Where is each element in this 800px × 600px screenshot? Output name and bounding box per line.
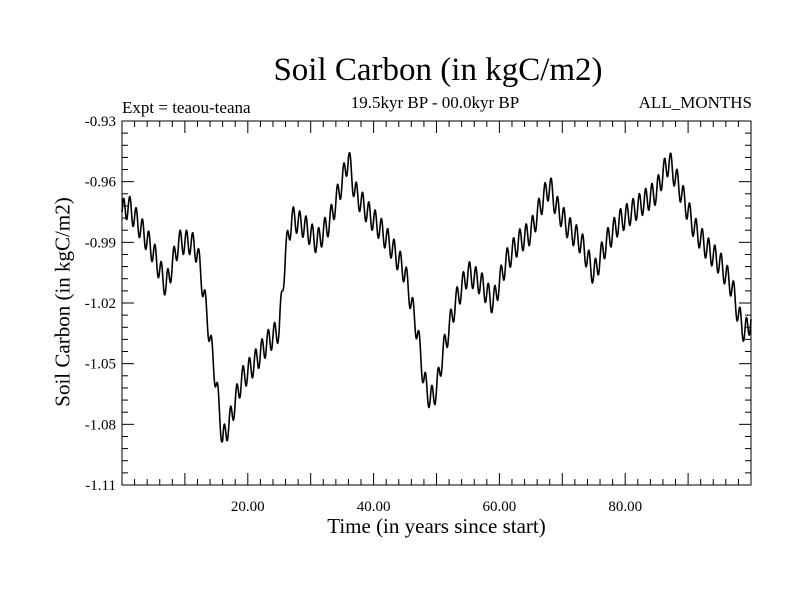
x-tick-label: 80.00	[608, 499, 642, 515]
y-tick-label: -0.93	[85, 114, 116, 130]
x-tick-label: 60.00	[483, 499, 517, 515]
chart-subtitle: 19.5kyr BP - 00.0kyr BP	[350, 93, 520, 112]
x-tick-label: 40.00	[357, 499, 391, 515]
experiment-label: Expt = teaou-teana	[122, 98, 251, 117]
chart-title: Soil Carbon (in kgC/m2)	[273, 52, 603, 88]
y-tick-label: -0.96	[85, 175, 117, 191]
y-tick-label: -1.02	[85, 296, 116, 312]
x-axis-title: Time (in years since start)	[327, 514, 546, 538]
months-label: ALL_MONTHS	[638, 93, 752, 112]
y-tick-label: -1.11	[85, 478, 116, 494]
x-tick-label: 20.00	[231, 499, 265, 515]
y-tick-label: -1.08	[85, 417, 116, 433]
tick-marks	[122, 121, 751, 485]
y-tick-label: -0.99	[85, 235, 116, 251]
y-tick-label: -1.05	[85, 357, 116, 373]
soil-carbon-series-line	[121, 151, 752, 443]
plot-frame	[121, 120, 752, 486]
tick-labels: 20.00 40.00 60.00 80.00 -0.93 -0.96 -0.99 -1.02…	[85, 114, 642, 515]
